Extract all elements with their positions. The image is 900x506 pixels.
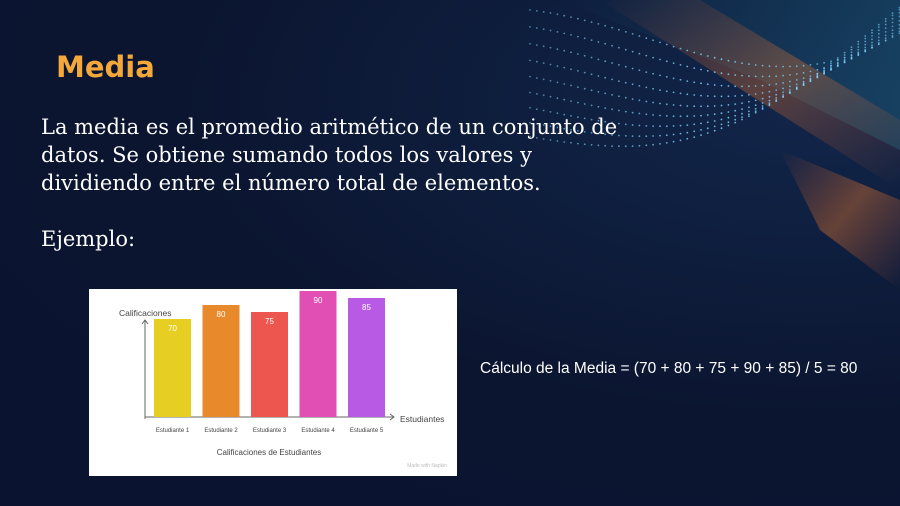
category-label: Estudiante 2 bbox=[204, 428, 238, 434]
x-axis-arrow bbox=[389, 413, 395, 421]
category-label: Estudiante 1 bbox=[156, 428, 190, 434]
bar-value-label: 85 bbox=[362, 303, 371, 312]
watermark: Made with Napkin bbox=[407, 463, 447, 469]
y-axis-arrow bbox=[141, 319, 149, 325]
bar-value-label: 80 bbox=[217, 310, 226, 319]
bar-value-label: 70 bbox=[168, 324, 177, 333]
x-axis-label: Estudiantes bbox=[400, 414, 444, 424]
definition-text: La media es el promedio aritmético de un… bbox=[41, 115, 618, 195]
chart-card: Calificaciones Estudiantes Calificacione… bbox=[89, 289, 457, 476]
y-axis-label: Calificaciones bbox=[119, 308, 171, 318]
mean-calculation: Cálculo de la Media = (70 + 80 + 75 + 90… bbox=[480, 360, 858, 377]
bar-5 bbox=[348, 298, 385, 417]
page-title: Media bbox=[56, 50, 155, 84]
chart-title: Calificaciones de Estudiantes bbox=[217, 448, 322, 457]
bar-value-label: 90 bbox=[314, 296, 323, 305]
bar-4 bbox=[299, 291, 337, 417]
bar-value-label: 75 bbox=[265, 317, 274, 326]
bar-1 bbox=[154, 319, 191, 417]
category-label: Estudiante 3 bbox=[253, 428, 287, 434]
category-label: Estudiante 4 bbox=[301, 428, 335, 434]
bar-3 bbox=[251, 312, 288, 417]
bar-2 bbox=[202, 305, 240, 417]
bar-chart: Calificaciones Estudiantes Calificacione… bbox=[119, 291, 447, 469]
category-label: Estudiante 5 bbox=[350, 428, 384, 434]
example-label: Ejemplo: bbox=[41, 227, 136, 251]
